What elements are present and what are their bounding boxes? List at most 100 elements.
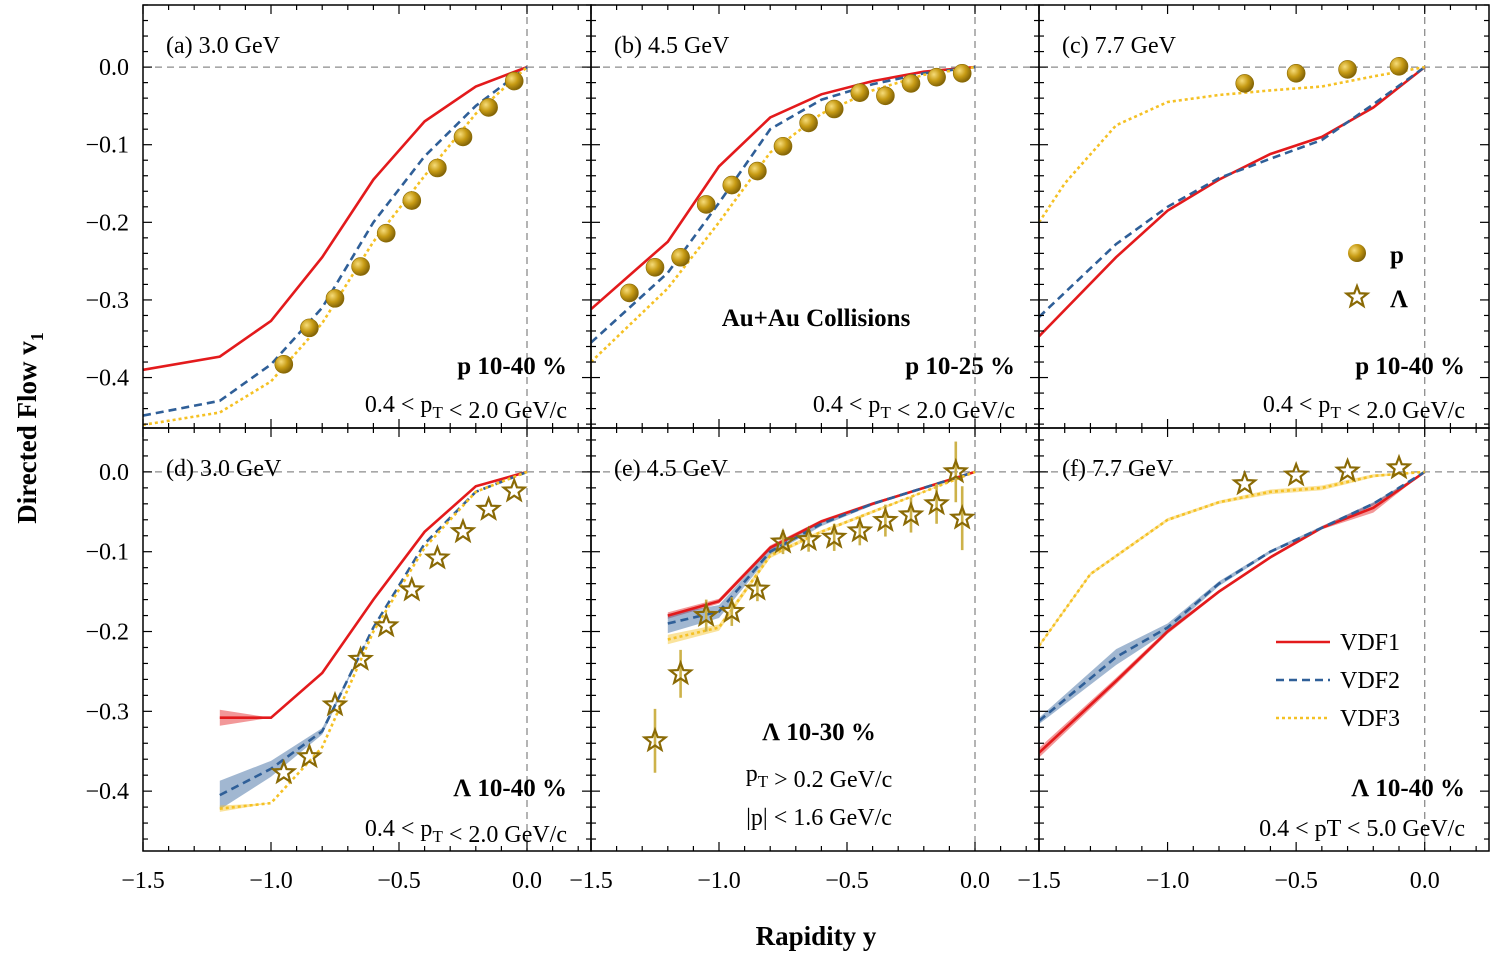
species-label: Λ 10-40 %	[1351, 775, 1465, 802]
lambda-data-point	[1282, 460, 1310, 487]
lambda-data-point	[270, 758, 298, 785]
y-tick-label: 0.0	[99, 55, 129, 81]
proton-data-point	[645, 258, 665, 277]
lambda-data-point	[948, 504, 976, 530]
panel-a: 0.0 −0.1 −0.2 −0.3 −0.4 (a) 3.0 GeV p 10-40 % 0…	[85, 4, 592, 429]
panel-label: (a) 3.0 GeV	[166, 33, 281, 59]
proton-data-point	[952, 64, 972, 83]
lambda-data-point	[923, 489, 951, 516]
vdf2-model-line	[591, 65, 976, 344]
proton-data-point	[479, 98, 498, 117]
y-axis-title: Directed Flow v1	[12, 332, 47, 523]
lambda-data-point	[743, 575, 771, 601]
x-tick-label: 0.0	[960, 868, 990, 894]
y-tick-label: −0.1	[85, 133, 129, 159]
proton-data-point	[1286, 64, 1306, 83]
proton-data-point	[824, 99, 844, 119]
proton-data-point	[453, 127, 473, 147]
x-tick-label: −1.5	[1017, 868, 1061, 894]
panel-label: (e) 4.5 GeV	[614, 456, 729, 482]
lambda-data-point	[718, 597, 746, 624]
y-axis-title-sub: 1	[27, 332, 47, 341]
x-axis-title: Rapidity y	[756, 921, 877, 951]
proton-data-point	[428, 158, 447, 178]
proton-data-point	[696, 195, 716, 214]
species-label: Λ 10-30 %	[762, 719, 876, 746]
proton-data-point	[325, 289, 345, 308]
vdf2-model-line	[1039, 66, 1426, 318]
panel-grid: 0.0 −0.1 −0.2 −0.3 −0.4 (a) 3.0 GeV p 10-40 % 0…	[85, 4, 1490, 894]
panel-c: (c) 7.7 GeV p 10-40 % 0.4 < pT < 2.0 GeV/c	[1038, 4, 1490, 429]
lambda-data-point	[820, 523, 848, 549]
panel-frame	[1038, 427, 1490, 852]
lambda-data-point	[942, 457, 970, 484]
vdf1-model-line	[219, 470, 528, 720]
kinematic-cut-label: pT > 0.2 GeV/c	[746, 761, 893, 793]
panel-b: (b) 4.5 GeV p 10-25 % 0.4 < pT < 2.0 GeV/c	[590, 4, 1040, 429]
vdf1-model-line	[1039, 470, 1426, 754]
proton-data-point	[722, 175, 742, 195]
x-tick-label: −1.5	[121, 868, 165, 894]
proton-data-point	[1235, 74, 1255, 93]
x-tick-label: −1.0	[697, 868, 741, 894]
y-tick-label: −0.2	[85, 620, 129, 646]
vdf1-model-line	[591, 65, 976, 311]
kinematic-cut-label: 0.4 < pT < 2.0 GeV/c	[813, 392, 1015, 424]
proton-data-point	[376, 223, 396, 243]
proton-data-point	[850, 83, 870, 103]
legend-vdf1-label: VDF1	[1340, 630, 1400, 656]
legend-vdf3-label: VDF3	[1340, 706, 1400, 732]
vdf3-model-line	[1039, 65, 1425, 224]
kinematic-cut-label: 0.4 < pT < 2.0 GeV/c	[365, 392, 567, 424]
lambda-data-point	[347, 645, 375, 671]
panel-f-plot-area	[1039, 453, 1426, 758]
proton-data-point	[799, 113, 818, 133]
vdf1-model-line	[667, 470, 976, 617]
panel-d: 0.0 −0.1 −0.2 −0.3 −0.4 −1.5 −1.0 −0.5 0.0 (d) 3.…	[85, 427, 592, 894]
panel-label: (c) 7.7 GeV	[1062, 33, 1177, 59]
proton-data-point	[402, 191, 422, 210]
marker-legend: p Λ	[1343, 242, 1408, 313]
lambda-data-point	[423, 543, 451, 570]
line-legend: VDF1 VDF2 VDF3	[1276, 630, 1400, 732]
proton-data-point	[901, 74, 921, 93]
panel-e-plot-area	[641, 441, 976, 773]
species-label: p 10-40 %	[1355, 353, 1465, 380]
vdf3-model-line	[1039, 470, 1425, 647]
y-tick-label: −0.2	[85, 210, 129, 236]
vdf1-model-line	[143, 65, 528, 372]
species-label: Λ 10-40 %	[453, 775, 567, 802]
lambda-data-point	[475, 495, 503, 521]
lambda-data-point	[1334, 456, 1362, 483]
panel-d-plot-area	[219, 470, 528, 812]
proton-data-point	[620, 283, 639, 303]
lambda-data-point	[692, 601, 720, 628]
vdf1-uncertainty-band	[667, 471, 975, 619]
panel-label: (d) 3.0 GeV	[166, 456, 282, 482]
x-tick-label: 0.0	[1410, 868, 1440, 894]
proton-data-point	[1338, 60, 1357, 79]
vdf1-model-line	[1039, 66, 1426, 338]
lambda-data-point	[1231, 469, 1259, 496]
y-tick-label: −0.3	[85, 288, 129, 314]
y-tick-label: −0.3	[85, 699, 129, 725]
kinematic-cut-label: 0.4 < pT < 2.0 GeV/c	[1263, 392, 1465, 424]
kinematic-cut-label: 0.4 < pT < 5.0 GeV/c	[1259, 816, 1465, 842]
y-tick-label: −0.4	[85, 779, 129, 805]
vdf2-uncertainty-band	[667, 471, 975, 634]
vdf3-uncertainty-band	[219, 471, 528, 812]
y-axis-title-main: Directed Flow v	[12, 341, 42, 524]
kinematic-cut-label: 0.4 < pT < 2.0 GeV/c	[365, 816, 567, 848]
vdf2-model-line	[1039, 470, 1426, 722]
x-tick-label: −0.5	[825, 868, 869, 894]
legend-vdf2-label: VDF2	[1340, 668, 1400, 694]
x-tick-label: 0.0	[512, 868, 542, 894]
vdf3-uncertainty-band	[1039, 471, 1425, 648]
collision-label: Au+Au Collisions	[722, 305, 911, 332]
proton-data-point	[1389, 57, 1409, 76]
y-tick-label: 0.0	[99, 460, 129, 486]
proton-data-point	[351, 257, 370, 276]
legend-proton-label: p	[1390, 242, 1404, 269]
panel-label: (f) 7.7 GeV	[1062, 456, 1174, 482]
